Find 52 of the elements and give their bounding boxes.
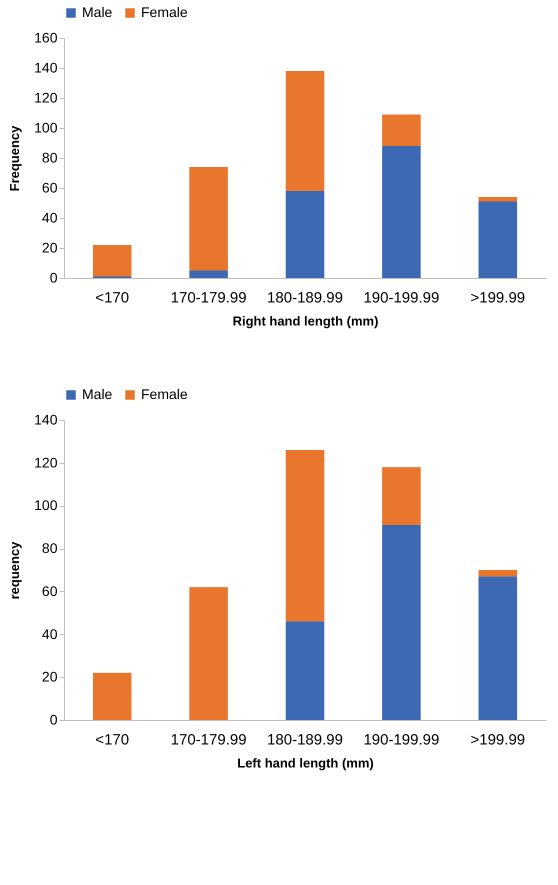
- x-tick-label: 180-189.99: [267, 290, 343, 306]
- bar: [92, 672, 132, 720]
- y-tick-label: 100: [34, 120, 58, 136]
- x-axis-title: Left hand length (mm): [237, 756, 374, 770]
- x-tick-label: <170: [95, 290, 130, 306]
- y-tick-label: 80: [42, 150, 58, 166]
- bar: [189, 167, 228, 270]
- y-tick-label: 140: [34, 412, 58, 428]
- y-tick-label: 120: [34, 90, 58, 106]
- bar: [286, 191, 324, 278]
- y-tick-label: 20: [42, 240, 58, 256]
- legend-label: Female: [141, 386, 188, 402]
- y-axis-title: Frequency: [7, 124, 22, 192]
- y-tick-label: 0: [50, 270, 58, 286]
- x-tick-label: 190-199.99: [363, 732, 440, 748]
- x-tick-label: 170-179.99: [170, 290, 247, 306]
- bar: [189, 587, 228, 720]
- bar: [286, 71, 324, 191]
- y-tick-label: 140: [34, 60, 58, 76]
- bar: [286, 621, 324, 720]
- bar: [478, 202, 518, 278]
- y-tick-label: 160: [34, 30, 58, 46]
- x-tick-label: 190-199.99: [363, 290, 440, 306]
- legend-label: Male: [82, 386, 113, 402]
- y-tick-label: 120: [34, 454, 58, 470]
- x-tick-label: 180-189.99: [267, 732, 343, 748]
- bar: [382, 114, 421, 146]
- bar: [189, 270, 228, 278]
- bar: [92, 245, 132, 276]
- y-tick-label: 100: [34, 497, 58, 514]
- y-tick-label: 60: [42, 582, 58, 599]
- legend-label: Female: [141, 4, 188, 20]
- bar: [382, 146, 421, 278]
- x-tick-label: >199.99: [470, 732, 526, 748]
- x-axis-title: Right hand length (mm): [232, 314, 378, 328]
- bar: [478, 576, 518, 720]
- legend-label: Male: [82, 4, 113, 20]
- y-axis-title: requency: [7, 540, 22, 600]
- bar: [286, 450, 324, 622]
- bar: [478, 570, 518, 576]
- y-tick-label: 20: [42, 668, 58, 685]
- y-tick-label: 80: [42, 540, 58, 556]
- y-tick-label: 0: [50, 712, 58, 728]
- y-tick-label: 40: [42, 626, 58, 642]
- bar: [382, 525, 421, 720]
- x-tick-label: <170: [95, 732, 130, 748]
- bar: [382, 467, 421, 525]
- y-tick-label: 60: [42, 180, 58, 196]
- x-tick-label: >199.99: [470, 290, 526, 306]
- y-tick-label: 40: [42, 210, 58, 226]
- x-tick-label: 170-179.99: [170, 732, 247, 748]
- bar: [478, 197, 518, 202]
